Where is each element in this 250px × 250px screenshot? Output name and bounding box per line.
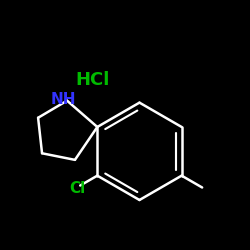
Text: Cl: Cl [70, 181, 86, 196]
Text: NH: NH [50, 92, 76, 107]
Text: HCl: HCl [75, 71, 109, 89]
